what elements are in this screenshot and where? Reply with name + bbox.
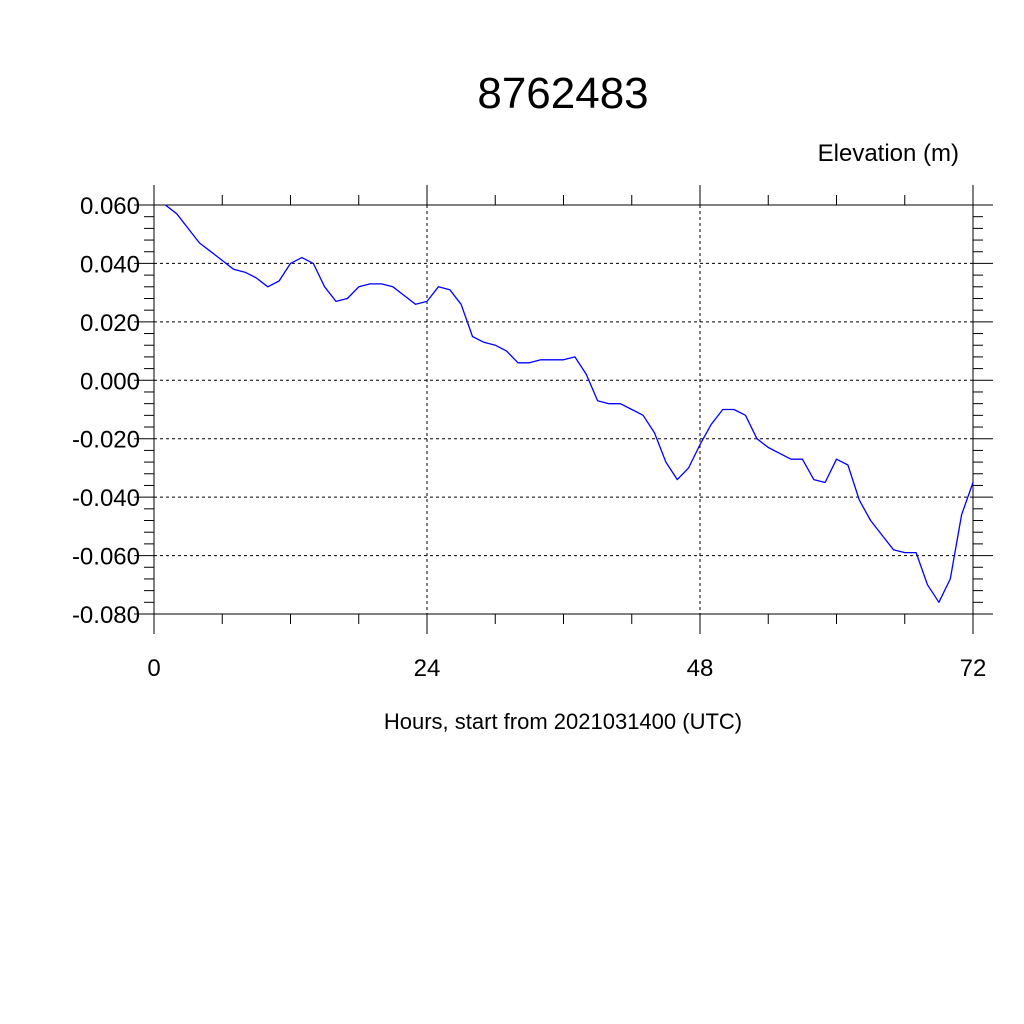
y-tick-label: -0.040 — [72, 485, 140, 512]
minor-ticks — [144, 195, 983, 624]
x-tick-label: 48 — [687, 655, 714, 682]
y-tick-label: 0.020 — [80, 310, 140, 337]
major-ticks — [134, 185, 993, 634]
y-tick-label: 0.000 — [80, 368, 140, 395]
y-tick-label: 0.060 — [80, 193, 140, 220]
y-tick-label: -0.020 — [72, 427, 140, 454]
y-tick-label: 0.040 — [80, 251, 140, 278]
y-axis-label: Elevation (m) — [818, 140, 959, 167]
x-tick-label: 24 — [414, 655, 441, 682]
x-tick-labels: 0 24 48 72 — [147, 655, 986, 682]
plot-frame — [153, 204, 974, 615]
chart-title: 8762483 — [477, 69, 648, 118]
y-tick-label: -0.080 — [72, 602, 140, 629]
series-line — [165, 204, 974, 603]
x-tick-label: 0 — [147, 655, 160, 682]
x-axis-label: Hours, start from 2021031400 (UTC) — [384, 709, 742, 734]
series-layer — [165, 204, 974, 603]
y-tick-label: -0.060 — [72, 544, 140, 571]
x-tick-label: 72 — [960, 655, 987, 682]
y-tick-labels: 0.060 0.040 0.020 0.000 -0.020 -0.040 -0.060 -0… — [72, 193, 140, 629]
